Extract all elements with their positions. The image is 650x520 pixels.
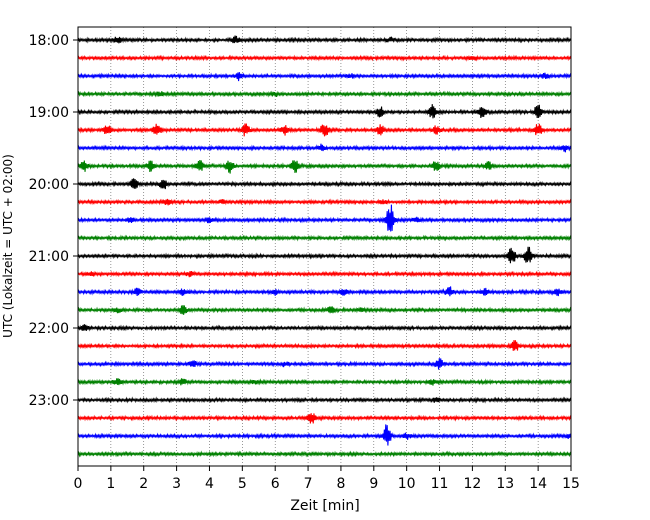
- x-tick-label: 6: [271, 476, 280, 492]
- grid-lines: [110, 27, 539, 466]
- x-tick-label: 2: [139, 476, 148, 492]
- x-tick-label: 8: [336, 476, 345, 492]
- y-axis-label: UTC (Lokalzeit = UTC + 02:00): [1, 154, 15, 338]
- seismic-trace: [77, 340, 572, 351]
- seismic-trace: [77, 160, 572, 174]
- y-axis-ticks: 18:00 19:00 20:00 21:00 22:00 23:00: [29, 33, 78, 409]
- x-tick-label: 12: [463, 476, 481, 492]
- x-tick-label: 4: [205, 476, 214, 492]
- seismic-trace: [77, 123, 572, 137]
- seismic-trace: [77, 54, 572, 62]
- traces-group: [77, 35, 572, 458]
- x-tick-label: 11: [431, 476, 449, 492]
- seismic-trace: [77, 104, 572, 119]
- seismic-trace: [77, 234, 572, 242]
- x-tick-label: 14: [529, 476, 547, 492]
- plot-frame: [77, 26, 572, 467]
- x-tick-label: 13: [496, 476, 514, 492]
- x-tick-label: 3: [172, 476, 181, 492]
- seismic-trace: [77, 324, 572, 332]
- x-tick-label: 7: [304, 476, 313, 492]
- y-tick-label: 20:00: [29, 177, 69, 193]
- seismic-trace: [77, 35, 572, 44]
- x-tick-label: 0: [74, 476, 83, 492]
- seismic-trace: [77, 286, 572, 297]
- y-tick-label: 22:00: [29, 321, 69, 337]
- x-axis-label: Zeit [min]: [290, 498, 359, 514]
- seismic-trace: [77, 143, 572, 153]
- seismic-trace: [77, 204, 572, 232]
- x-axis-ticks: 0 1 2 3 4 5 6 7 8 9 10 11 12 13 14 15: [74, 466, 580, 492]
- x-tick-label: 10: [398, 476, 416, 492]
- seismic-trace: [77, 305, 572, 315]
- seismic-trace: [77, 424, 572, 446]
- seismic-trace: [77, 450, 572, 458]
- x-tick-label: 1: [106, 476, 115, 492]
- seismic-trace: [77, 270, 572, 278]
- seismic-trace: [77, 358, 572, 370]
- seismic-trace: [77, 72, 572, 82]
- seismic-trace: [77, 198, 572, 206]
- x-tick-label: 15: [562, 476, 580, 492]
- y-tick-label: 23:00: [29, 393, 69, 409]
- y-tick-label: 21:00: [29, 249, 69, 265]
- x-tick-label: 9: [369, 476, 378, 492]
- seismic-trace: [77, 90, 572, 98]
- y-tick-label: 18:00: [29, 33, 69, 49]
- x-tick-label: 5: [238, 476, 247, 492]
- seismic-trace: [77, 413, 572, 424]
- y-tick-label: 19:00: [29, 105, 69, 121]
- seismic-trace: [77, 178, 572, 190]
- seismic-trace: [77, 378, 572, 386]
- seismic-trace: [77, 396, 572, 404]
- seismic-trace: [77, 246, 572, 264]
